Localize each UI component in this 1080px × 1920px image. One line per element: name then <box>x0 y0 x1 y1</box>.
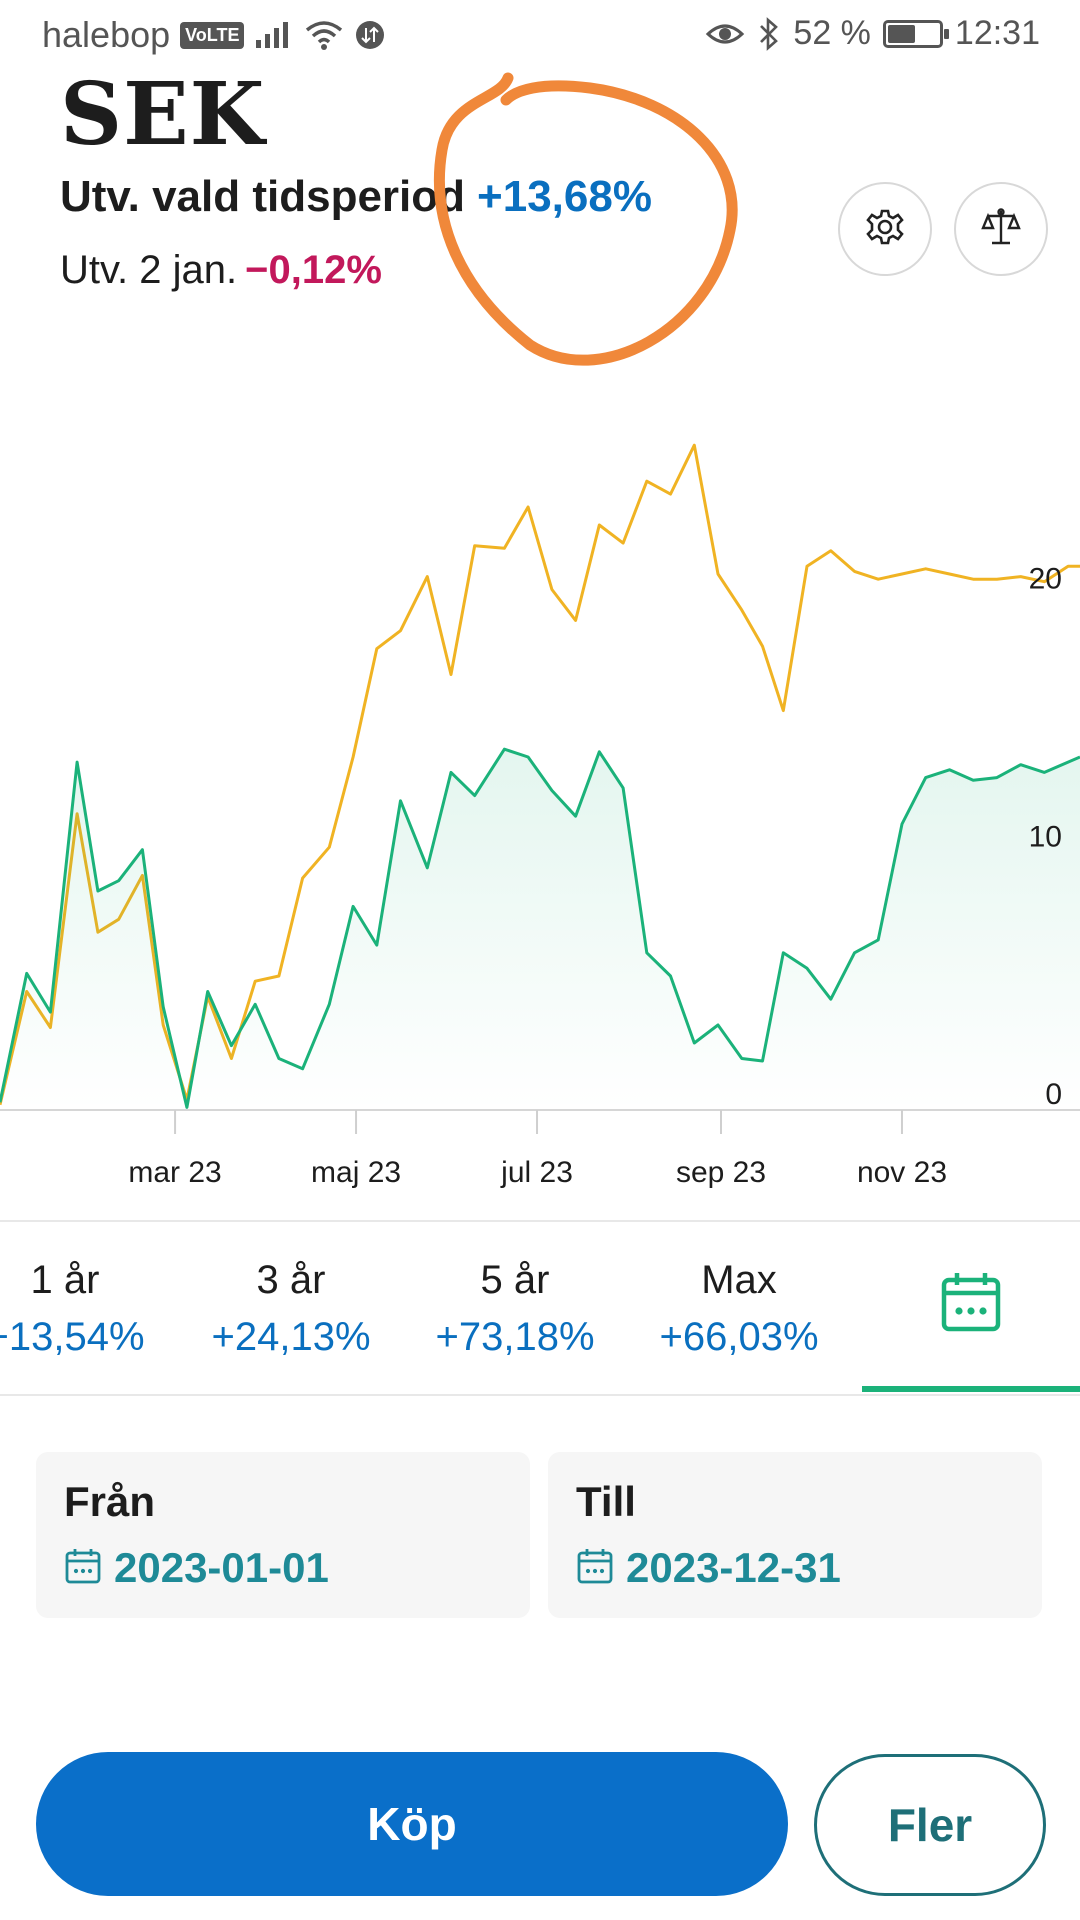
series-area-green <box>0 749 1080 1110</box>
eye-icon <box>705 19 745 49</box>
x-tick-label: nov 23 <box>857 1156 947 1189</box>
tab-label: 3 år <box>256 1258 326 1302</box>
status-bar-right: 52 % 12:31 <box>705 14 1040 53</box>
tab-label: Max <box>701 1258 777 1302</box>
from-date-label: Från <box>64 1478 156 1525</box>
tab-1-year[interactable]: 1 år +13,54% <box>0 1222 170 1390</box>
more-button[interactable]: Fler <box>814 1754 1046 1896</box>
signal-icon <box>254 20 294 50</box>
y-tick-label: 0 <box>1045 1078 1062 1111</box>
to-date-card[interactable]: Till 2023-12-31 <box>548 1452 1042 1618</box>
x-tick-label: maj 23 <box>311 1156 401 1189</box>
status-bar: halebop VoLTE 52 % 12:31 <box>0 0 1080 74</box>
from-date-value: 2023-01-01 <box>114 1544 329 1591</box>
calendar-icon <box>576 1547 614 1590</box>
buy-button[interactable]: Köp <box>36 1752 788 1896</box>
tab-max[interactable]: Max +66,03% <box>634 1222 844 1390</box>
tab-3-years[interactable]: 3 år +24,13% <box>186 1222 396 1390</box>
compare-button[interactable] <box>954 182 1048 276</box>
period-development-label: Utv. vald tidsperiod <box>60 172 466 221</box>
tab-value: +24,13% <box>211 1315 371 1359</box>
today-development-value: −0,12% <box>245 248 382 292</box>
period-tabs: 1 år +13,54% 3 år +24,13% 5 år +73,18% M… <box>0 1222 1080 1392</box>
to-date-label: Till <box>576 1478 636 1525</box>
tab-label: 5 år <box>480 1258 550 1302</box>
carrier-name: halebop <box>42 14 171 55</box>
period-development: Utv. vald tidsperiod +13,68% <box>60 172 652 222</box>
tab-value: +66,03% <box>659 1315 819 1359</box>
battery-level <box>887 24 915 43</box>
wifi-icon <box>304 19 344 51</box>
today-development: Utv. 2 jan. −0,12% <box>60 248 382 293</box>
scale-icon <box>980 206 1022 253</box>
y-tick-label: 10 <box>1029 820 1062 853</box>
from-date-card[interactable]: Från 2023-01-01 <box>36 1452 530 1618</box>
series-line-green <box>0 747 1080 1109</box>
divider <box>0 1394 1080 1396</box>
today-development-label: Utv. 2 jan. <box>60 248 238 292</box>
x-tick-label: mar 23 <box>128 1156 221 1189</box>
gear-icon <box>865 207 905 252</box>
tab-label: 1 år <box>30 1258 100 1302</box>
performance-chart[interactable]: 0 10 20 mar 23 maj 23 jul 23 sep 23 nov 23 <box>0 420 1080 1210</box>
tab-value: +13,54% <box>0 1315 145 1359</box>
status-bar-left: halebop VoLTE <box>42 14 386 56</box>
divider <box>0 1220 1080 1222</box>
y-tick-label: 20 <box>1029 563 1062 596</box>
data-transfer-icon <box>354 19 386 51</box>
tab-custom-period[interactable] <box>862 1222 1080 1392</box>
tab-value: +73,18% <box>435 1315 595 1359</box>
period-development-value: +13,68% <box>477 172 652 221</box>
settings-button[interactable] <box>838 182 932 276</box>
x-tick-label: jul 23 <box>500 1156 573 1189</box>
x-tick-label: sep 23 <box>676 1156 766 1189</box>
tab-5-years[interactable]: 5 år +73,18% <box>410 1222 620 1390</box>
calendar-dots-icon <box>938 1269 1004 1340</box>
volte-badge: VoLTE <box>180 21 245 49</box>
calendar-icon <box>64 1547 102 1590</box>
to-date-value: 2023-12-31 <box>626 1544 841 1591</box>
clock: 12:31 <box>954 14 1040 52</box>
bluetooth-icon <box>757 16 781 51</box>
battery-icon <box>882 19 949 48</box>
page-title: SEK <box>60 64 266 165</box>
battery-percent: 52 % <box>793 14 871 52</box>
